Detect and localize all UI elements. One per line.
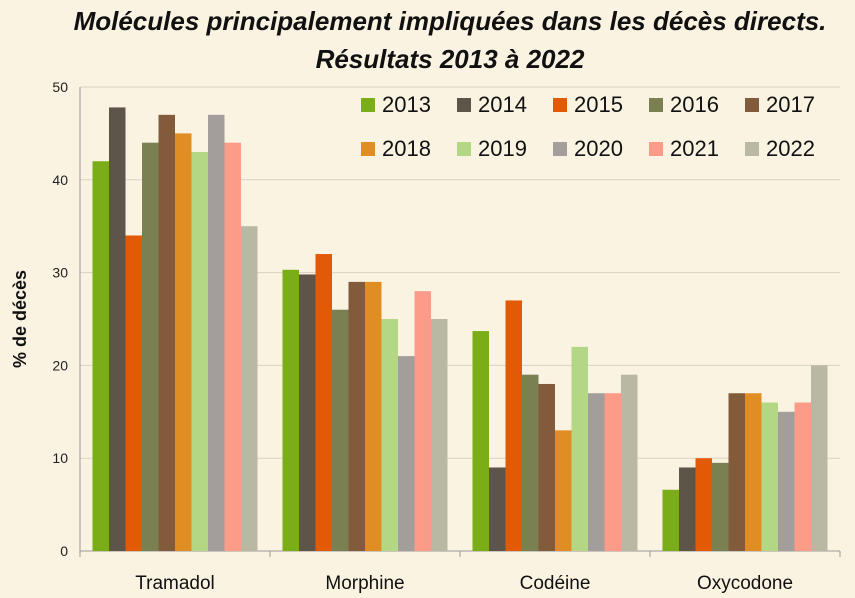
bar-2020-morphine <box>398 356 415 551</box>
legend-swatch-2022 <box>745 142 759 156</box>
legend-swatch-2020 <box>553 142 567 156</box>
x-category-label: Tramadol <box>135 573 215 594</box>
legend-label-2021: 2021 <box>670 136 719 161</box>
bar-2019-oxycodone <box>761 402 778 551</box>
legend-swatch-2021 <box>649 142 663 156</box>
legend-label-2017: 2017 <box>766 92 815 117</box>
y-axis-label: % de décès <box>10 270 30 368</box>
legend-label-2020: 2020 <box>574 136 623 161</box>
bar-2020-tramadol <box>208 114 225 551</box>
legend-label-2018: 2018 <box>382 136 431 161</box>
bar-2013-oxycodone <box>662 489 679 551</box>
bar-2022-tramadol <box>241 226 258 551</box>
bar-2015-tramadol <box>125 235 142 552</box>
bar-2014-codéine <box>489 467 506 551</box>
legend-swatch-2017 <box>745 98 759 112</box>
legend-swatch-2014 <box>457 98 471 112</box>
bar-2015-codéine <box>505 300 522 551</box>
legend-label-2013: 2013 <box>382 92 431 117</box>
bar-2014-tramadol <box>109 107 126 551</box>
bar-2022-codéine <box>621 374 638 551</box>
legend-swatch-2018 <box>361 142 375 156</box>
legend-label-2022: 2022 <box>766 136 815 161</box>
bar-2019-morphine <box>381 319 398 551</box>
bar-2013-morphine <box>282 269 299 551</box>
y-tick-label: 0 <box>60 543 68 559</box>
y-tick-label: 10 <box>52 450 68 466</box>
bar-2021-codéine <box>604 393 621 551</box>
bar-2021-oxycodone <box>794 402 811 551</box>
bar-2016-tramadol <box>142 142 159 551</box>
bar-2015-oxycodone <box>695 458 712 551</box>
bar-2021-morphine <box>414 291 431 551</box>
bar-2022-morphine <box>431 319 448 551</box>
bar-2016-oxycodone <box>712 462 729 551</box>
bar-2014-oxycodone <box>679 467 696 551</box>
bar-2017-oxycodone <box>728 393 745 551</box>
bar-2013-tramadol <box>92 161 109 552</box>
y-tick-label: 50 <box>52 79 68 95</box>
y-tick-label: 20 <box>52 357 68 373</box>
bar-2013-codéine <box>472 331 489 551</box>
bar-2022-oxycodone <box>811 365 828 551</box>
y-tick-label: 40 <box>52 172 68 188</box>
x-category-label: Codéine <box>520 573 591 594</box>
bar-2019-codéine <box>571 346 588 551</box>
bar-2016-codéine <box>522 374 539 551</box>
chart-title: Molécules principalement impliquées dans… <box>73 6 827 74</box>
legend-label-2014: 2014 <box>478 92 527 117</box>
bar-2017-morphine <box>348 281 365 551</box>
bar-2019-tramadol <box>191 151 208 551</box>
legend-swatch-2019 <box>457 142 471 156</box>
bar-2018-oxycodone <box>745 393 762 551</box>
x-category-label: Morphine <box>325 573 404 594</box>
y-tick-label: 30 <box>52 265 68 281</box>
bar-2021-tramadol <box>224 142 241 551</box>
bar-2017-codéine <box>538 383 555 551</box>
legend-label-2016: 2016 <box>670 92 719 117</box>
legend-swatch-2015 <box>553 98 567 112</box>
legend-label-2019: 2019 <box>478 136 527 161</box>
legend-label-2015: 2015 <box>574 92 623 117</box>
bar-2018-tramadol <box>175 133 192 551</box>
bar-2015-morphine <box>315 254 332 552</box>
bar-2016-morphine <box>332 309 349 551</box>
bar-2018-codéine <box>555 430 572 551</box>
x-category-label: Oxycodone <box>697 573 793 594</box>
bar-2020-oxycodone <box>778 411 795 551</box>
bar-2018-morphine <box>365 281 382 551</box>
legend-swatch-2016 <box>649 98 663 112</box>
bar-2020-codéine <box>588 393 605 551</box>
bar-2014-morphine <box>299 274 316 551</box>
legend-swatch-2013 <box>361 98 375 112</box>
bar-2017-tramadol <box>158 114 175 551</box>
